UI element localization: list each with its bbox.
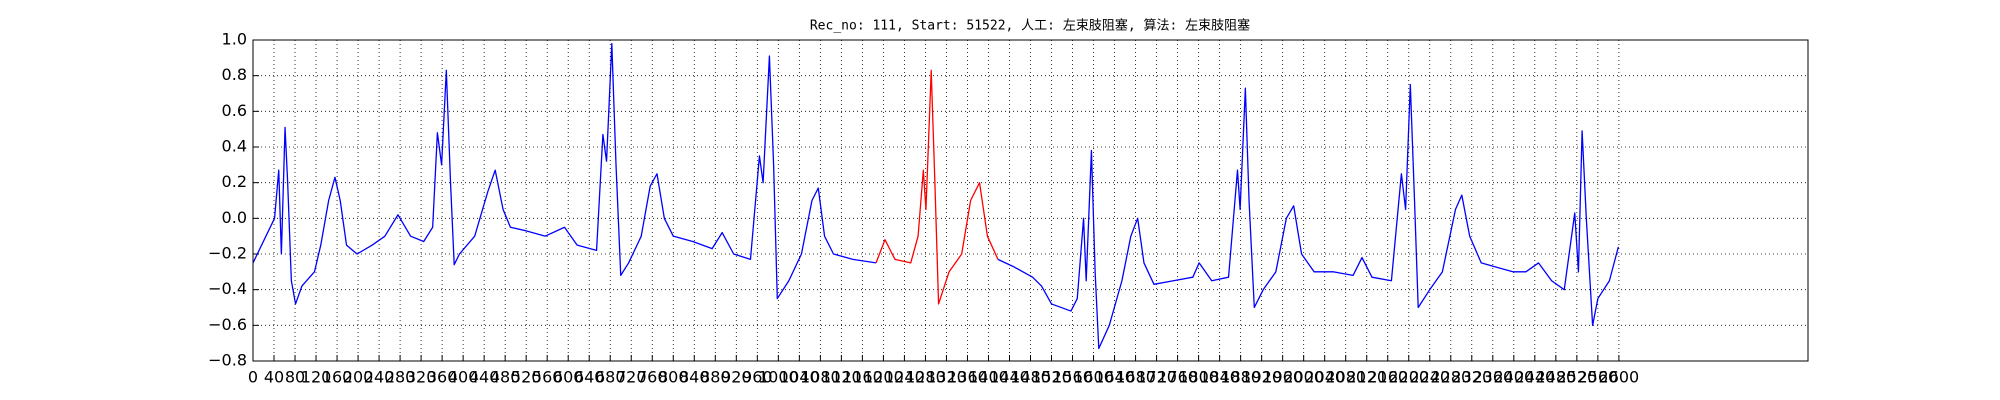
x-tick-label: 720: [616, 368, 647, 387]
x-tick-label: 1160: [842, 368, 883, 387]
x-tick-label: 1720: [1136, 368, 1177, 387]
ecg-line: [997, 83, 1619, 350]
x-tick-label: 280: [385, 368, 416, 387]
x-tick-label: 1400: [968, 368, 1009, 387]
x-tick-label: 1360: [947, 368, 988, 387]
x-tick-label: 2480: [1535, 368, 1576, 387]
x-tick-label: 2560: [1578, 368, 1619, 387]
x-tick-label: 200: [343, 368, 374, 387]
x-tick-label: 1480: [1010, 368, 1051, 387]
y-tick-label: 0.0: [222, 208, 247, 227]
y-tick-label: 0.2: [222, 172, 247, 191]
x-tick-label: 1680: [1115, 368, 1156, 387]
x-tick-label: 640: [574, 368, 605, 387]
x-tick-label: 1960: [1262, 368, 1303, 387]
y-tick-label: 0.6: [222, 101, 247, 120]
x-tick-label: 1520: [1031, 368, 1072, 387]
y-tick-label: 0.8: [222, 65, 247, 84]
x-tick-label: 1440: [989, 368, 1030, 387]
x-tick-label: 2040: [1304, 368, 1345, 387]
x-tick-label: 2200: [1388, 368, 1429, 387]
x-tick-label: 2280: [1430, 368, 1471, 387]
x-tick-label: 960: [742, 368, 773, 387]
x-tick-label: 1080: [800, 368, 841, 387]
plot-frame: [252, 39, 1809, 362]
x-tick-label: 360: [427, 368, 458, 387]
x-tick-label: 600: [553, 368, 584, 387]
x-tick-label: 2520: [1556, 368, 1597, 387]
x-tick-label: 760: [637, 368, 668, 387]
ecg-line: [875, 69, 999, 305]
x-tick-label: 1000: [758, 368, 799, 387]
ecg-line: [252, 42, 877, 305]
y-tick-label: −0.6: [208, 315, 247, 334]
x-tick-label: 2320: [1451, 368, 1492, 387]
x-tick-label: 560: [532, 368, 563, 387]
x-tick-label: 1800: [1178, 368, 1219, 387]
x-tick-label: 320: [406, 368, 437, 387]
x-tick-label: 2240: [1409, 368, 1450, 387]
x-tick-label: 1240: [884, 368, 925, 387]
y-tick-label: −0.2: [208, 244, 247, 263]
x-tick-label: 1120: [821, 368, 862, 387]
x-tick-label: 2160: [1367, 368, 1408, 387]
y-tick-label: −0.8: [208, 351, 247, 370]
x-tick-label: 1920: [1241, 368, 1282, 387]
x-tick-label: 1880: [1220, 368, 1261, 387]
x-tick-label: 1760: [1157, 368, 1198, 387]
x-tick-label: 2440: [1514, 368, 1555, 387]
x-tick-label: 440: [469, 368, 500, 387]
x-tick-label: 2400: [1493, 368, 1534, 387]
x-tick-label: 160: [322, 368, 353, 387]
x-tick-label: 480: [490, 368, 521, 387]
x-tick-label: 1560: [1052, 368, 1093, 387]
x-tick-label: 1600: [1073, 368, 1114, 387]
x-tick-label: 920: [721, 368, 752, 387]
y-tick-label: 1.0: [222, 30, 247, 49]
x-tick-label: 1280: [905, 368, 946, 387]
x-tick-label: 0: [248, 368, 258, 387]
x-tick-label: 1040: [779, 368, 820, 387]
y-tick-label: 0.4: [222, 137, 247, 156]
x-tick-label: 1320: [926, 368, 967, 387]
x-tick-label: 800: [658, 368, 689, 387]
x-tick-label: 2080: [1325, 368, 1366, 387]
x-tick-label: 2600: [1599, 368, 1640, 387]
x-tick-label: 1640: [1094, 368, 1135, 387]
x-tick-label: 80: [285, 368, 305, 387]
x-tick-label: 680: [595, 368, 626, 387]
y-tick-label: −0.4: [208, 279, 247, 298]
x-tick-label: 120: [301, 368, 332, 387]
x-tick-label: 840: [679, 368, 710, 387]
x-tick-label: 880: [700, 368, 731, 387]
x-tick-label: 240: [364, 368, 395, 387]
chart-title: Rec_no: 111, Start: 51522, 人工: 左束肢阻塞, 算法…: [810, 18, 1250, 34]
x-tick-label: 1840: [1199, 368, 1240, 387]
x-tick-label: 2360: [1472, 368, 1513, 387]
x-tick-label: 400: [448, 368, 479, 387]
x-tick-label: 1200: [863, 368, 904, 387]
x-tick-label: 2120: [1346, 368, 1387, 387]
x-tick-label: 520: [511, 368, 542, 387]
x-tick-label: 40: [264, 368, 284, 387]
x-tick-label: 2000: [1283, 368, 1324, 387]
